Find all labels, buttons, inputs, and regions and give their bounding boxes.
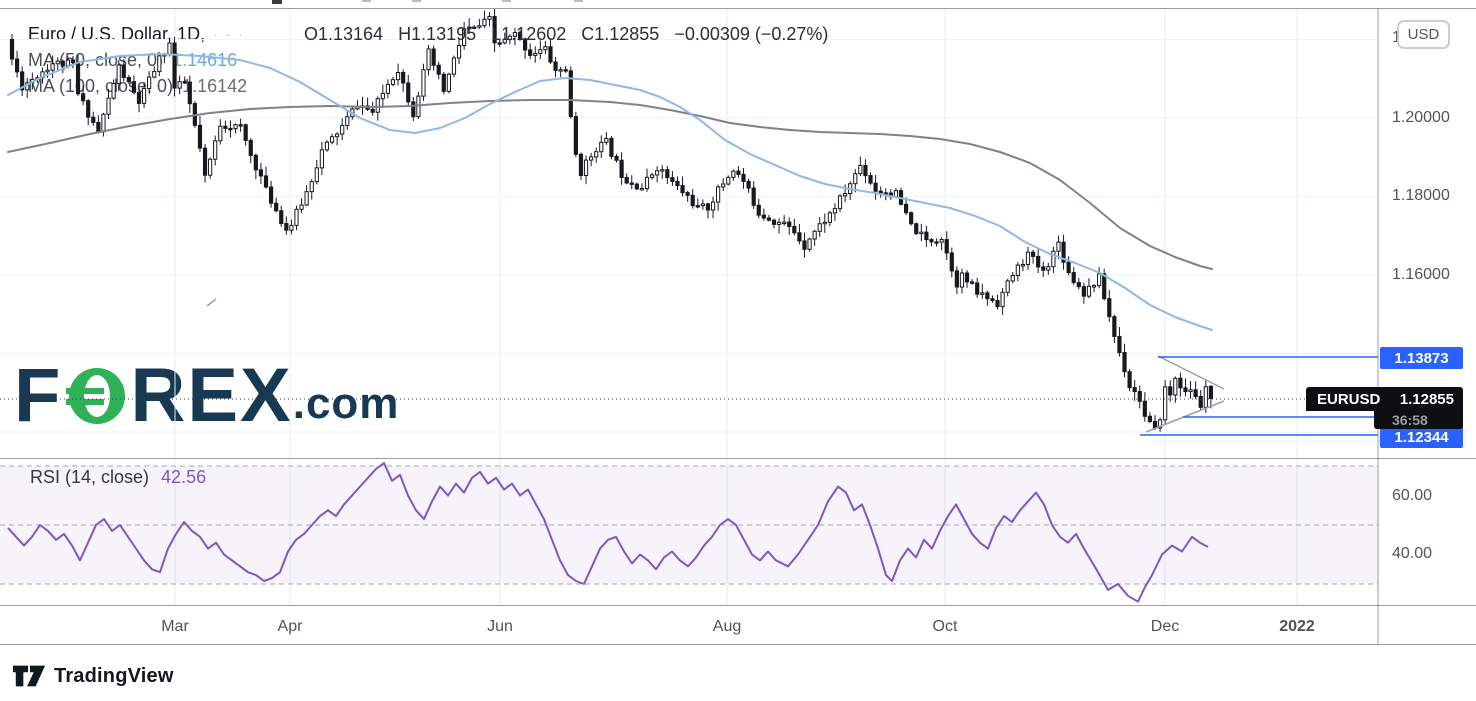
price-axis-label: 1.20000 <box>1392 109 1450 126</box>
time-axis-label: 2022 <box>1279 618 1315 635</box>
rsi-legend[interactable]: RSI (14, close) 42.56 <box>30 466 206 488</box>
time-axis-label: Mar <box>161 618 189 635</box>
ohlc-close: C1.12855 <box>581 23 660 44</box>
watermark-letter-f: F <box>14 353 63 438</box>
forex-com-watermark: F REX .com <box>14 353 400 438</box>
currency-toggle-button[interactable]: USD <box>1397 20 1450 49</box>
time-axis-label: Oct <box>932 618 958 635</box>
symbol-title[interactable]: Euro / U.S. Dollar, 1D, <box>28 23 206 44</box>
watermark-tld: .com <box>292 379 400 428</box>
ohlc-change: −0.00309 (−0.27%) <box>674 23 829 44</box>
last-price-value: 1.12855 <box>1399 390 1454 408</box>
countdown-value: 36:58 <box>1392 412 1428 428</box>
last-price-label: EURUSD 1.12855 <box>1306 387 1463 411</box>
watermark-letters-rex: REX <box>130 353 293 438</box>
bar-countdown-label: 36:58 <box>1374 411 1463 429</box>
last-price-symbol: EURUSD <box>1317 390 1381 408</box>
symbol-legend[interactable]: Euro / U.S. Dollar, 1D, · - · <box>28 23 245 45</box>
tradingview-logo-icon <box>12 665 46 687</box>
ohlc-open: O1.13164 <box>304 23 384 44</box>
venue-hint: · - · <box>213 26 245 42</box>
time-axis-label: Jun <box>487 618 513 635</box>
ma100-legend[interactable]: MA (100, close, 0) 1.16142 <box>28 75 247 97</box>
rsi-value: 42.56 <box>161 466 207 487</box>
price-line-label: 1.12344 <box>1380 426 1463 448</box>
tradingview-brand-text[interactable]: TradingView <box>54 664 174 687</box>
time-axis-label: Apr <box>277 618 303 635</box>
rsi-axis-label: 60.00 <box>1392 487 1433 504</box>
time-axis-label: Dec <box>1150 618 1180 635</box>
price-axis-label: 1.18000 <box>1392 187 1450 204</box>
ma100-label[interactable]: MA (100, close, 0) <box>28 75 174 96</box>
price-axis-label: 1.16000 <box>1392 266 1450 283</box>
rsi-axis-label: 40.00 <box>1392 545 1433 562</box>
forex-o-euro-icon <box>66 368 126 424</box>
ohlc-readout: O1.13164 H1.13195 L1.12602 C1.12855 −0.0… <box>304 23 828 45</box>
rsi-label[interactable]: RSI (14, close) <box>30 466 150 487</box>
price-line-label: 1.13873 <box>1380 347 1463 369</box>
ohlc-low: L1.12602 <box>491 23 567 44</box>
time-axis-label: Aug <box>712 618 742 635</box>
ohlc-high: H1.13195 <box>398 23 477 44</box>
ma100-value: 1.16142 <box>182 75 248 96</box>
tradingview-attribution[interactable]: TradingView <box>12 660 174 692</box>
